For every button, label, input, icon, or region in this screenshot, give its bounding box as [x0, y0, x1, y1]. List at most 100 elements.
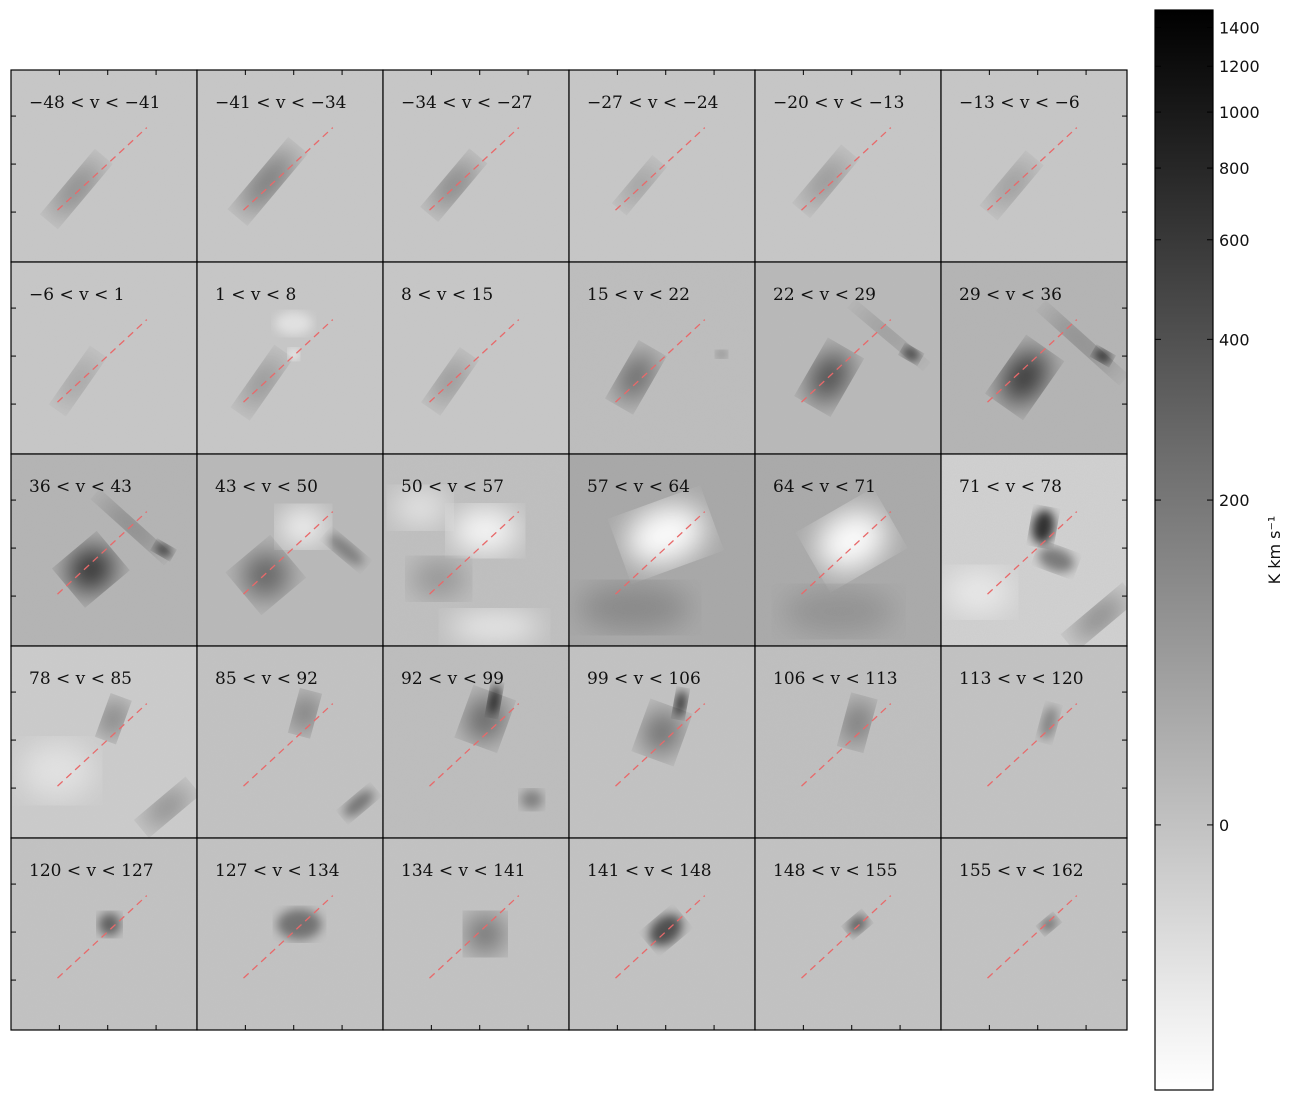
velocity-range-label: −48 < v < −41	[29, 93, 160, 113]
dashed-guide-line	[987, 127, 1078, 211]
emission-feature	[59, 356, 97, 406]
channel-panel: −27 < v < −24	[568, 69, 756, 263]
colorbar: 1400 1200 1000 800 600 400 200 0 K km s⁻¹	[1154, 9, 1284, 1091]
dashed-guide-line	[615, 895, 706, 979]
velocity-range-label: −13 < v < −6	[959, 93, 1080, 113]
emission-feature	[242, 551, 290, 599]
emission-feature	[715, 350, 728, 358]
dashed-guide-line	[429, 319, 520, 403]
velocity-range-label: 36 < v < 43	[29, 477, 132, 497]
velocity-range-label: 1 < v < 8	[215, 285, 296, 305]
velocity-range-label: 148 < v < 155	[773, 861, 898, 881]
emission-feature	[844, 700, 870, 746]
emission-deficit	[626, 504, 706, 566]
colorbar-tick-label: 400	[1219, 330, 1250, 349]
emission-feature	[1040, 916, 1057, 932]
velocity-range-label: −34 < v < −27	[401, 93, 532, 113]
channel-panel: 71 < v < 78	[940, 453, 1128, 647]
channel-panel: 134 < v < 141	[382, 837, 570, 1031]
emission-feature	[144, 787, 190, 827]
dashed-guide-line	[429, 703, 520, 787]
velocity-range-label: 155 < v < 162	[959, 861, 1084, 881]
channel-panel: 64 < v < 71	[754, 453, 942, 647]
velocity-range-label: −41 < v < −34	[215, 93, 346, 113]
channel-panel: 155 < v < 162	[940, 837, 1128, 1031]
dashed-guide-line	[987, 511, 1078, 595]
dashed-guide-line	[243, 703, 334, 787]
emission-deficit	[816, 509, 888, 572]
emission-feature	[242, 356, 282, 410]
channel-panel: 8 < v < 15	[382, 261, 570, 455]
emission-feature	[520, 790, 543, 810]
emission-feature	[52, 161, 100, 217]
dashed-guide-line	[987, 703, 1078, 787]
emission-feature	[782, 588, 895, 635]
channel-panel: −6 < v < 1	[10, 261, 198, 455]
colorbar-label: K km s⁻¹	[1265, 516, 1284, 585]
emission-deficit	[278, 507, 328, 547]
dashed-guide-line	[243, 511, 334, 595]
emission-feature	[674, 690, 687, 717]
dashed-guide-line	[57, 895, 148, 979]
channel-panel: 120 < v < 127	[10, 837, 198, 1031]
panel-frame	[940, 837, 1128, 1031]
velocity-range-label: 120 < v < 127	[29, 861, 154, 881]
colorbar-tick-label: 200	[1219, 491, 1250, 510]
colorbar-gradient	[1154, 9, 1214, 1091]
colorbar-tick-label: 0	[1219, 816, 1229, 835]
dashed-guide-line	[57, 703, 148, 787]
dashed-guide-line	[243, 895, 334, 979]
velocity-range-label: −27 < v < −24	[587, 93, 718, 113]
channel-panel: −41 < v < −34	[196, 69, 384, 263]
emission-feature	[1038, 547, 1075, 573]
emission-deficit	[451, 507, 519, 554]
colorbar-tick-label: 1400	[1219, 18, 1260, 37]
velocity-range-label: 99 < v < 106	[587, 669, 701, 689]
channel-panel: 36 < v < 43	[10, 453, 198, 647]
channel-panel: −48 < v < −41	[10, 69, 198, 263]
channel-panel: 148 < v < 155	[754, 837, 942, 1031]
velocity-range-label: 85 < v < 92	[215, 669, 318, 689]
dashed-guide-line	[615, 127, 706, 211]
channel-panel: 106 < v < 113	[754, 645, 942, 839]
emission-feature	[902, 347, 920, 361]
channel-panel: 99 < v < 106	[568, 645, 756, 839]
emission-deficit	[392, 488, 449, 527]
emission-feature	[488, 684, 501, 715]
emission-feature	[617, 352, 655, 403]
panel-grid: −48 < v < −41 −41 < v < −34 −34 < v < −27 −…	[10, 69, 1128, 1031]
emission-feature	[101, 499, 163, 555]
emission-feature	[294, 694, 316, 732]
velocity-range-label: 127 < v < 134	[215, 861, 340, 881]
emission-feature	[804, 156, 848, 207]
emission-feature	[328, 534, 364, 566]
dashed-guide-line	[429, 511, 520, 595]
emission-deficit	[20, 742, 95, 800]
channel-panel: 57 < v < 64	[568, 453, 756, 647]
dashed-guide-line	[57, 127, 148, 211]
dashed-guide-line	[987, 895, 1078, 979]
velocity-range-label: 50 < v < 57	[401, 477, 504, 497]
dashed-guide-line	[429, 895, 520, 979]
emission-feature	[1072, 594, 1126, 640]
dashed-guide-line	[801, 703, 892, 787]
velocity-range-label: 106 < v < 113	[773, 669, 898, 689]
emission-feature	[621, 164, 658, 206]
channel-panel: −13 < v < −6	[940, 69, 1128, 263]
dashed-guide-line	[615, 319, 706, 403]
channel-panel: 29 < v < 36	[940, 261, 1128, 455]
dashed-guide-line	[243, 127, 334, 211]
emission-feature	[578, 584, 690, 631]
dashed-guide-line	[615, 703, 706, 787]
velocity-range-label: 113 < v < 120	[959, 669, 1084, 689]
emission-feature	[68, 546, 114, 592]
dashed-guide-line	[615, 511, 706, 595]
velocity-range-label: 141 < v < 148	[587, 861, 712, 881]
emission-deficit	[944, 569, 1012, 616]
channel-panel: −34 < v < −27	[382, 69, 570, 263]
velocity-range-label: 8 < v < 15	[401, 285, 493, 305]
channel-panel: 15 < v < 22	[568, 261, 756, 455]
emission-deficit	[275, 311, 313, 335]
emission-feature	[241, 150, 295, 213]
emission-feature	[649, 914, 683, 946]
